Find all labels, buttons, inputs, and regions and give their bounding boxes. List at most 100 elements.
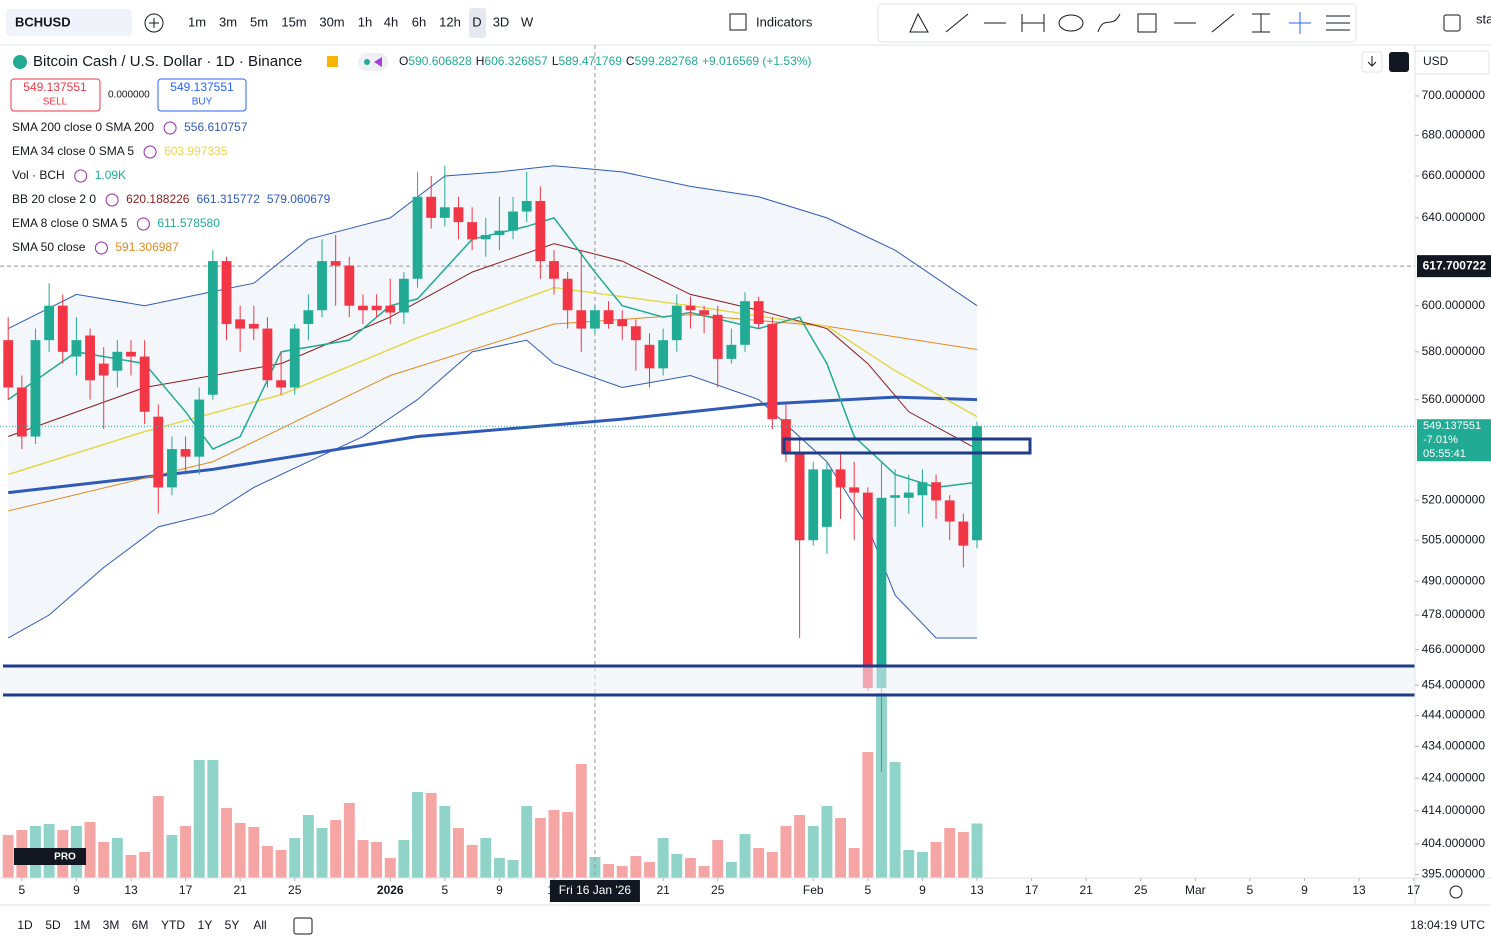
volume-bar	[862, 752, 874, 878]
buy-button[interactable]	[157, 78, 247, 112]
sell-price[interactable]: 549.137551	[23, 80, 87, 94]
status-icon	[327, 56, 338, 67]
indicator-settings[interactable]	[136, 217, 150, 231]
indicator-value: 611.578580	[157, 216, 220, 230]
candle-body	[167, 449, 177, 488]
range-button[interactable]: All	[253, 918, 266, 932]
candle-body	[658, 340, 669, 369]
date-range-icon[interactable]	[293, 917, 313, 935]
indicators-button[interactable]: Indicators	[756, 14, 813, 29]
interval[interactable]: 3m	[219, 14, 237, 29]
currency-select[interactable]	[1414, 50, 1490, 75]
candle-body	[57, 305, 68, 352]
volume-bar	[766, 852, 778, 878]
candle-body	[958, 521, 969, 546]
candle-body	[221, 261, 232, 324]
interval[interactable]: 4h	[384, 14, 398, 29]
candle-body	[44, 305, 55, 341]
status-pill	[358, 53, 388, 71]
indicator-settings[interactable]	[143, 145, 157, 159]
sell-button[interactable]	[10, 78, 101, 112]
interval[interactable]: W	[521, 14, 534, 29]
interval[interactable]: 1h	[358, 14, 372, 29]
volume-bar	[139, 852, 151, 878]
layout-icon[interactable]	[1443, 14, 1461, 32]
x-tick-label: 13	[124, 883, 138, 897]
add-icon[interactable]	[144, 13, 164, 33]
spread: 0.000000	[108, 90, 150, 101]
volume-bar	[807, 826, 819, 878]
indicator-settings[interactable]	[163, 121, 177, 135]
volume-bar	[371, 842, 383, 878]
volume-bar	[876, 693, 887, 878]
y-tick-label: 395.000000	[1422, 867, 1486, 881]
volume-bar	[398, 840, 410, 878]
symbol-box[interactable]	[6, 9, 132, 36]
indicator-label: SMA 200 close 0 SMA 200	[12, 120, 154, 134]
indicators-icon[interactable]	[729, 13, 747, 31]
symbol[interactable]: BCHUSD	[15, 14, 71, 29]
range-button[interactable]: 3M	[103, 918, 120, 932]
interval[interactable]: D	[472, 14, 481, 29]
x-tick-label: 5	[864, 883, 871, 897]
range-button[interactable]: 1Y	[198, 918, 213, 932]
y-tick-label: 434.000000	[1422, 739, 1486, 753]
y-tick-label: 660.000000	[1422, 168, 1486, 182]
interval[interactable]: 5m	[250, 14, 268, 29]
currency[interactable]: USD	[1423, 54, 1449, 68]
range-button[interactable]: 1M	[74, 918, 91, 932]
sell-label[interactable]: SELL	[43, 97, 68, 108]
interval[interactable]: 6h	[412, 14, 426, 29]
volume-bar	[166, 835, 178, 878]
fullscreen-button[interactable]	[1389, 52, 1409, 72]
logo-text: PRO	[54, 852, 76, 863]
interval[interactable]: 30m	[319, 14, 344, 29]
ohlc-key: O	[399, 54, 408, 68]
volume-bar	[725, 862, 737, 878]
range-button[interactable]: 5D	[45, 918, 61, 932]
candle-body	[126, 351, 136, 357]
candle-body	[767, 323, 778, 420]
drawing-toolbar	[877, 3, 1357, 43]
range-button[interactable]: 5Y	[225, 918, 240, 932]
volume-bar	[98, 842, 110, 878]
interval[interactable]: 15m	[281, 14, 306, 29]
volume-bar	[821, 806, 833, 878]
candle-body	[180, 449, 191, 457]
candle-body	[289, 328, 300, 388]
indicator-label: SMA 50 close	[12, 240, 86, 254]
buy-label[interactable]: BUY	[192, 97, 213, 108]
active-interval	[469, 8, 486, 38]
indicator-settings[interactable]	[105, 193, 119, 207]
interval[interactable]: 1m	[188, 14, 206, 29]
indicator-settings[interactable]	[74, 169, 88, 183]
range-button[interactable]: 6M	[132, 918, 149, 932]
candle-body	[794, 454, 805, 541]
buy-price[interactable]: 549.137551	[170, 80, 234, 94]
range-button[interactable]: YTD	[161, 918, 185, 932]
candle-body	[630, 326, 641, 341]
volume-bar	[930, 842, 942, 878]
candle-body	[972, 426, 982, 541]
settings-icon[interactable]	[1449, 885, 1463, 899]
candle-body	[876, 497, 887, 689]
volume-bar	[480, 838, 492, 878]
indicator-settings[interactable]	[94, 241, 108, 255]
status-icon	[374, 57, 382, 67]
candle-body	[371, 305, 382, 311]
chart-title: Bitcoin Cash / U.S. Dollar · 1D · Binanc…	[33, 53, 302, 70]
drawing-icons[interactable]	[909, 12, 1350, 34]
interval[interactable]: 3D	[493, 14, 510, 29]
y-tick-label: 680.000000	[1422, 128, 1486, 142]
indicator-value: 603.997335	[164, 144, 228, 158]
y-tick-label: 466.000000	[1422, 642, 1486, 656]
x-tick-label: 2026	[377, 883, 404, 897]
volume-bar	[944, 828, 956, 878]
interval[interactable]: 12h	[439, 14, 461, 29]
candle-body	[671, 305, 682, 341]
last-price-change: -7.01%	[1423, 434, 1458, 446]
range-button[interactable]: 1D	[17, 918, 33, 932]
volume-bar	[289, 838, 301, 878]
candle-body	[262, 328, 273, 381]
